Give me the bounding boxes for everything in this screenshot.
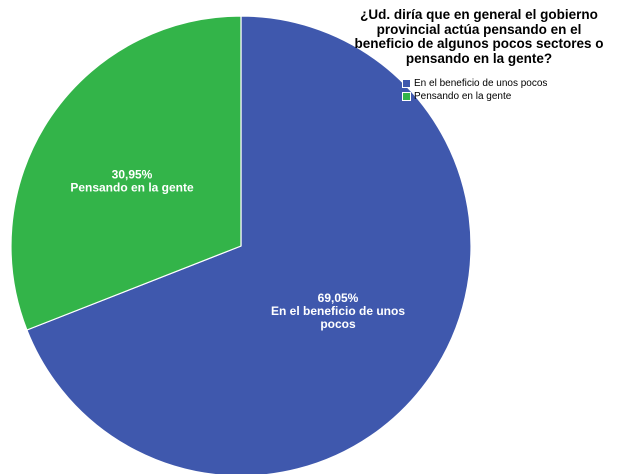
chart-title-line: pensando en la gente? (405, 50, 553, 66)
chart-legend: En el beneficio de unos pocos Pensando e… (402, 77, 547, 103)
data-label-category: pocos (320, 317, 356, 331)
chart-title-line: ¿Ud. diría que en general el gobierno (360, 7, 598, 22)
data-label-beneficio: 69,05% En el beneficio de unos pocos (271, 291, 405, 331)
chart-title-line: beneficio de algunos pocos sectores o (354, 36, 604, 51)
chart-title: ¿Ud. diría que en general el gobierno pr… (338, 7, 619, 66)
data-label-value: 69,05% (318, 291, 359, 305)
legend-label-beneficio: En el beneficio de unos pocos (414, 78, 548, 89)
data-label-value: 30,95% (112, 168, 153, 182)
pie-slice-beneficio (26, 15, 472, 474)
legend-label-gente: Pensando en la gente (414, 91, 512, 102)
data-label-gente: 30,95% Pensando en la gente (70, 168, 194, 195)
pie-slice-gente (10, 15, 242, 331)
legend-swatch-gente (402, 92, 411, 101)
chart-title-line: provincial actúa pensando en el (376, 21, 582, 37)
legend-item-gente: Pensando en la gente (402, 90, 547, 103)
legend-item-beneficio: En el beneficio de unos pocos (402, 77, 547, 90)
data-label-category: En el beneficio de unos (271, 304, 405, 318)
data-label-category: Pensando en la gente (70, 181, 194, 195)
legend-swatch-beneficio (402, 79, 411, 88)
